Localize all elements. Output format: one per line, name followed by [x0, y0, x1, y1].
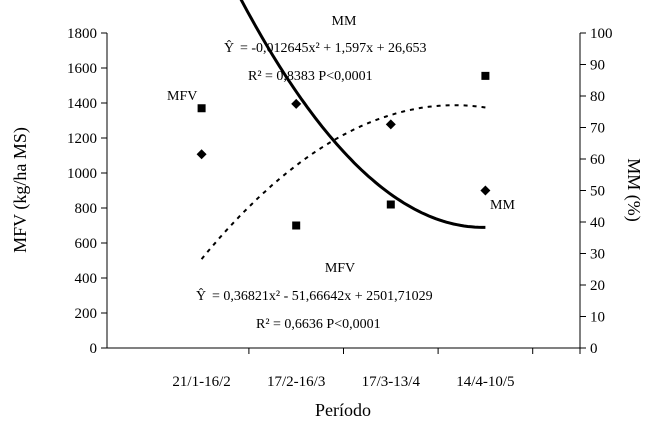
left-tick-label: 1200	[67, 131, 97, 147]
mm-curve-label: MM	[490, 198, 515, 213]
right-tick-label: 10	[590, 310, 605, 326]
mm-point	[291, 98, 302, 109]
left-tick-label: 1000	[67, 166, 97, 182]
x-tick-label: 17/3-13/4	[362, 374, 421, 390]
mfv-point	[386, 200, 395, 209]
x-tick-label: 14/4-10/5	[456, 374, 514, 390]
data-markers	[196, 71, 491, 230]
left-tick-label: 0	[90, 341, 98, 357]
mm-r2: R² = 0,8383 P<0,0001	[248, 69, 373, 84]
mfv-equation-yhat: Ŷ	[196, 287, 206, 304]
mm-point	[480, 185, 491, 196]
left-y-ticks: 0 200 400 600 800 1000 1200 1400 1600 1800	[67, 26, 107, 357]
mfv-r2: R² = 0,6636 P<0,0001	[256, 317, 381, 332]
mfv-equation-title: MFV	[325, 261, 355, 276]
mfv-fit-curve	[239, 0, 486, 229]
right-tick-label: 70	[590, 121, 605, 137]
left-tick-label: 600	[75, 236, 98, 252]
left-y-axis-title: MFV (kg/ha MS)	[10, 127, 31, 253]
right-tick-label: 60	[590, 152, 605, 168]
left-tick-label: 800	[75, 201, 98, 217]
mm-point	[385, 119, 396, 130]
left-tick-label: 1600	[67, 61, 97, 77]
right-tick-label: 30	[590, 247, 605, 263]
right-tick-label: 50	[590, 184, 605, 200]
right-y-axis-title: MM (%)	[623, 158, 644, 222]
mm-equation-title: MM	[332, 14, 357, 29]
right-tick-label: 20	[590, 278, 605, 294]
left-tick-label: 1400	[67, 96, 97, 112]
mfv-point	[292, 221, 301, 230]
mfv-curve-label: MFV	[167, 89, 197, 104]
mm-point	[196, 149, 207, 160]
right-tick-label: 80	[590, 89, 605, 105]
x-tick-label: 17/2-16/3	[267, 374, 325, 390]
x-tick-label: 21/1-16/2	[172, 374, 230, 390]
right-tick-label: 40	[590, 215, 605, 231]
mfv-point	[197, 104, 206, 113]
right-tick-label: 0	[590, 341, 598, 357]
mm-equation: = -0,012645x² + 1,597x + 26,653	[240, 41, 427, 56]
right-tick-label: 90	[590, 58, 605, 74]
left-tick-label: 1800	[67, 26, 97, 42]
x-axis-title: Período	[315, 400, 371, 420]
mm-equation-yhat: Ŷ	[224, 39, 234, 56]
mfv-point	[481, 71, 490, 80]
left-tick-label: 400	[75, 271, 98, 287]
mm-fit-curve	[200, 104, 486, 260]
mfv-equation: = 0,36821x² - 51,66642x + 2501,71029	[212, 289, 433, 304]
x-ticks: 21/1-16/2 17/2-16/3 17/3-13/4 14/4-10/5	[172, 348, 581, 390]
right-tick-label: 100	[590, 26, 613, 42]
left-tick-label: 200	[75, 306, 98, 322]
right-y-ticks: 0 10 20 30 40 50 60 70 80 90 100	[580, 26, 613, 357]
